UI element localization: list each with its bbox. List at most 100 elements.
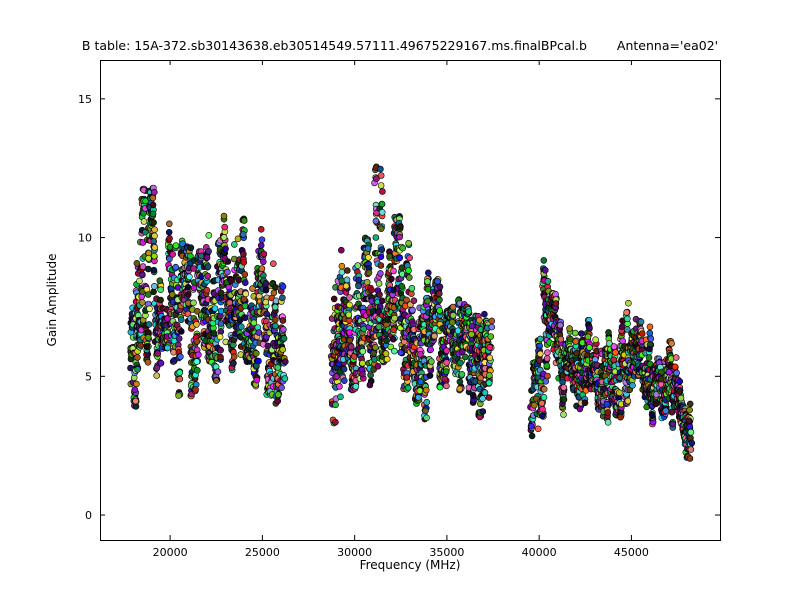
data-point: [374, 362, 382, 370]
data-point: [264, 342, 272, 350]
data-point: [255, 357, 262, 365]
data-point: [187, 252, 194, 260]
data-point: [203, 254, 211, 261]
data-point: [677, 394, 685, 402]
data-point: [442, 368, 450, 375]
data-point: [672, 354, 680, 361]
data-point: [431, 332, 438, 340]
data-point: [662, 407, 670, 415]
data-point: [544, 349, 551, 356]
data-point: [449, 311, 457, 319]
data-point: [540, 393, 548, 401]
data-point: [557, 335, 565, 343]
data-point: [378, 297, 386, 305]
data-point: [364, 245, 372, 252]
data-point: [544, 372, 551, 380]
data-point: [552, 300, 560, 307]
data-point: [149, 210, 157, 218]
data-point: [262, 286, 270, 294]
data-point: [240, 258, 248, 266]
data-point: [486, 372, 493, 379]
data-point: [534, 425, 542, 433]
data-point: [441, 375, 449, 383]
data-point: [221, 223, 228, 231]
spw-strip: [344, 309, 360, 394]
data-point: [647, 335, 655, 343]
data-point: [612, 349, 619, 356]
data-point: [259, 258, 267, 266]
data-point: [262, 279, 270, 287]
data-point: [405, 267, 412, 274]
data-point: [382, 350, 390, 357]
data-point: [377, 182, 385, 189]
data-point: [253, 376, 261, 384]
chart-title: B table: 15A-372.sb30143638.eb30514549.5…: [81, 38, 587, 53]
data-point: [686, 406, 693, 414]
data-point: [371, 355, 378, 363]
data-point: [240, 295, 248, 303]
data-point: [153, 364, 161, 372]
data-point: [424, 269, 432, 277]
data-point: [242, 290, 250, 298]
data-point: [552, 290, 559, 298]
data-point: [274, 364, 282, 371]
data-point: [352, 382, 360, 390]
data-point: [179, 240, 186, 247]
data-point: [239, 231, 247, 238]
data-point: [377, 262, 385, 269]
data-point: [486, 354, 494, 362]
data-point: [423, 414, 430, 422]
data-point: [337, 393, 344, 401]
data-point: [156, 277, 164, 285]
data-point: [405, 239, 412, 247]
data-point: [668, 340, 675, 347]
data-point: [204, 272, 212, 280]
data-point: [485, 394, 493, 401]
data-point: [481, 310, 488, 318]
data-point: [272, 322, 279, 330]
data-point: [157, 286, 164, 294]
data-point: [330, 295, 338, 303]
band-1-points: [127, 184, 289, 410]
data-point: [192, 386, 199, 393]
data-point: [169, 251, 176, 258]
x-axis-label: Frequency (MHz): [359, 558, 461, 572]
data-point: [271, 303, 279, 311]
data-point: [151, 252, 158, 260]
data-point: [658, 375, 665, 383]
spw-strip: [157, 304, 172, 352]
data-point: [231, 241, 238, 248]
data-point: [262, 298, 270, 306]
data-point: [242, 279, 249, 287]
data-point: [556, 321, 564, 329]
data-point: [336, 383, 343, 390]
data-point: [340, 377, 348, 385]
data-point: [175, 335, 183, 342]
data-point: [217, 353, 224, 361]
data-point: [458, 370, 466, 378]
data-point: [220, 212, 228, 220]
data-point: [436, 283, 444, 291]
data-point: [388, 275, 395, 283]
data-point: [166, 243, 174, 251]
data-point: [646, 345, 653, 353]
data-point: [176, 375, 184, 383]
data-point: [151, 226, 158, 233]
data-point: [543, 362, 551, 370]
data-point: [386, 252, 393, 260]
data-point: [604, 418, 612, 426]
data-point: [249, 285, 256, 292]
data-point: [572, 338, 580, 345]
data-point: [390, 326, 397, 334]
data-point: [132, 397, 139, 405]
data-point: [403, 374, 411, 381]
data-point: [151, 282, 158, 290]
data-point: [603, 400, 611, 408]
data-point: [193, 358, 201, 365]
data-point: [271, 316, 279, 324]
data-point: [176, 369, 183, 376]
data-point: [210, 330, 218, 337]
data-point: [578, 330, 585, 337]
data-point: [616, 389, 623, 397]
